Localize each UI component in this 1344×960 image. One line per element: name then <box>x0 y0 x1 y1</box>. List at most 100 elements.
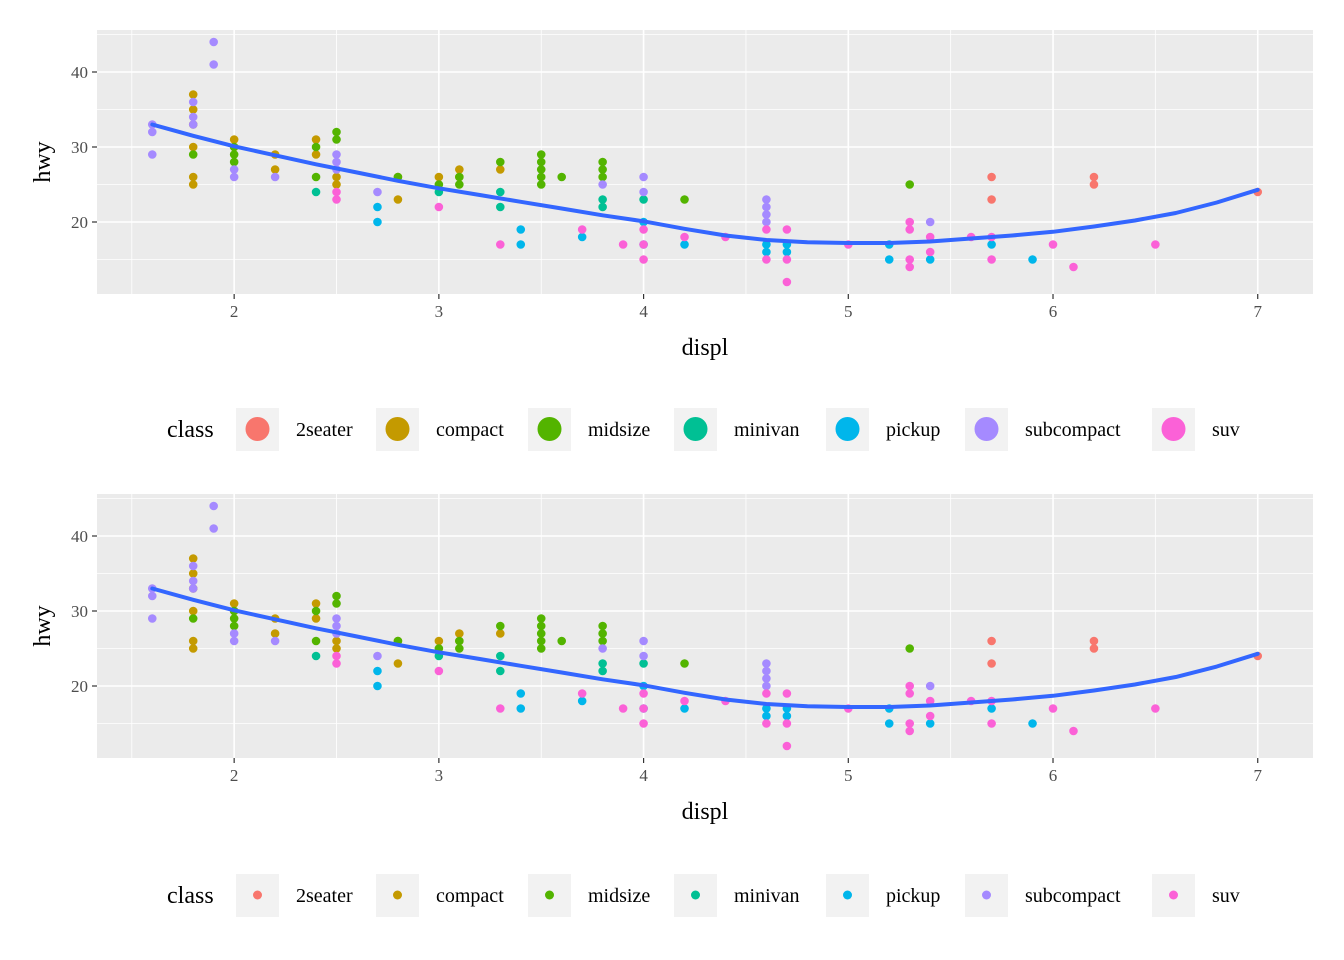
point-pickup <box>577 696 587 706</box>
point-midsize <box>598 157 607 167</box>
point-pickup <box>680 704 689 713</box>
x-axis-title: displ <box>682 335 729 361</box>
legend-label-suv: suv <box>1212 419 1240 441</box>
point-subcompact <box>147 614 157 623</box>
point-midsize <box>536 157 546 167</box>
point-suv <box>925 711 935 721</box>
point-suv <box>782 719 792 728</box>
point-minivan <box>598 195 607 204</box>
point-midsize <box>536 621 546 631</box>
point-subcompact <box>332 614 341 623</box>
point-suv <box>639 719 648 728</box>
point-subcompact <box>188 120 198 129</box>
point-compact <box>332 180 341 189</box>
legend-label-suv: suv <box>1212 885 1240 907</box>
point-suv <box>577 225 587 234</box>
y-axis-title: hwy <box>30 605 56 646</box>
points <box>147 501 1263 751</box>
point-compact <box>188 180 198 189</box>
point-2seater <box>987 659 996 668</box>
point-suv <box>434 202 444 212</box>
point-suv <box>762 719 771 728</box>
point-suv <box>332 195 341 204</box>
point-subcompact <box>639 651 648 661</box>
x-tick-label: 6 <box>1049 766 1058 785</box>
point-pickup <box>516 240 526 249</box>
point-2seater <box>987 636 996 646</box>
point-subcompact <box>209 501 218 511</box>
chart-1: 2 3 4 5 6 7 20 30 40 displ hwy class 2seater compact m… <box>30 30 1313 451</box>
point-subcompact <box>639 187 648 197</box>
point-midsize <box>455 644 464 653</box>
point-minivan <box>495 666 505 676</box>
legend-swatch-suv <box>1161 417 1186 441</box>
point-midsize <box>495 157 505 167</box>
point-suv <box>332 659 341 668</box>
point-pickup <box>782 247 792 257</box>
point-subcompact <box>188 97 198 107</box>
point-suv <box>639 225 648 234</box>
x-tick-label: 5 <box>844 302 853 321</box>
point-suv <box>782 277 792 287</box>
point-suv <box>905 262 915 272</box>
point-suv <box>905 255 915 264</box>
point-suv <box>905 726 915 736</box>
point-suv <box>762 689 771 698</box>
point-suv <box>925 247 935 257</box>
legend-swatch-minivan <box>691 890 700 900</box>
point-midsize <box>905 644 915 653</box>
point-subcompact <box>147 150 157 159</box>
point-midsize <box>557 636 567 646</box>
point-subcompact <box>229 165 239 174</box>
point-midsize <box>229 621 239 631</box>
point-pickup <box>577 232 587 242</box>
point-subcompact <box>762 659 771 668</box>
point-2seater <box>1089 172 1099 182</box>
point-pickup <box>782 711 792 721</box>
point-minivan <box>495 187 505 197</box>
point-pickup <box>925 255 935 264</box>
point-subcompact <box>209 60 218 69</box>
point-compact <box>188 554 198 563</box>
point-minivan <box>598 666 607 676</box>
point-midsize <box>536 165 546 174</box>
point-midsize <box>311 172 321 182</box>
point-subcompact <box>762 681 771 691</box>
point-compact <box>393 659 403 668</box>
y-axis-title: hwy <box>30 141 56 182</box>
point-suv <box>905 225 915 234</box>
point-subcompact <box>270 172 280 182</box>
point-subcompact <box>188 112 198 122</box>
point-subcompact <box>188 584 198 593</box>
point-midsize <box>680 195 689 204</box>
point-pickup <box>516 225 526 234</box>
point-compact <box>434 172 444 182</box>
point-suv <box>680 696 689 706</box>
point-suv <box>332 187 341 197</box>
point-subcompact <box>373 651 382 661</box>
point-minivan <box>639 195 648 204</box>
point-compact <box>495 165 505 174</box>
point-compact <box>188 90 198 99</box>
point-subcompact <box>147 591 157 601</box>
legend-swatch-pickup <box>843 890 852 900</box>
legend-swatch-subcompact <box>974 417 999 441</box>
point-compact <box>188 606 198 616</box>
point-compact <box>332 172 341 182</box>
point-subcompact <box>188 561 198 571</box>
point-compact <box>270 629 280 638</box>
point-pickup <box>516 704 526 713</box>
point-midsize <box>229 157 239 167</box>
point-midsize <box>455 180 464 189</box>
point-suv <box>639 704 648 713</box>
point-suv <box>782 741 792 751</box>
legend-swatch-midsize <box>537 417 562 441</box>
point-compact <box>188 569 198 578</box>
legend-label-minivan: minivan <box>734 419 800 441</box>
point-2seater <box>1089 180 1099 189</box>
point-suv <box>618 704 628 713</box>
point-compact <box>495 629 505 638</box>
point-midsize <box>536 629 546 638</box>
point-compact <box>311 150 321 159</box>
point-suv <box>905 217 915 227</box>
